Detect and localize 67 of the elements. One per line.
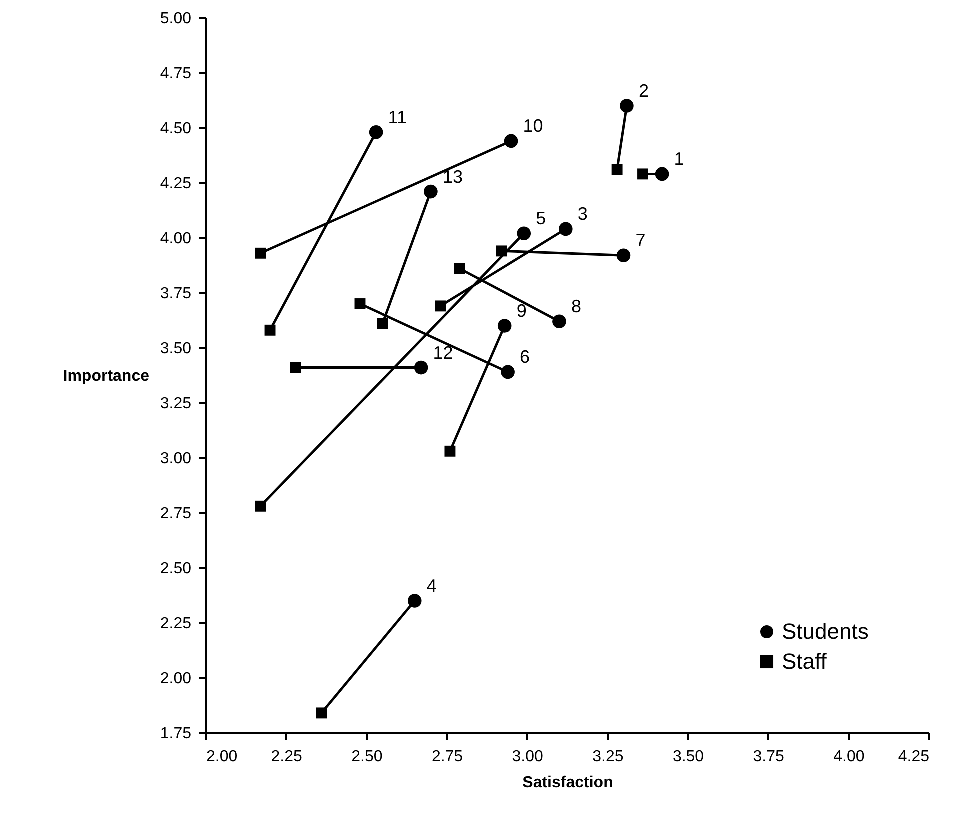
point: [414, 360, 428, 375]
point: [616, 248, 631, 262]
y-tick-label: 2.50: [160, 560, 192, 578]
point: [255, 500, 266, 512]
legend-label: Staff: [782, 649, 828, 674]
point: [290, 362, 302, 374]
y-tick-label: 4.00: [160, 230, 192, 248]
annotation: 2: [638, 81, 649, 101]
annotation: 7: [636, 230, 646, 251]
annotation: 13: [442, 166, 463, 187]
x-tick-label: 3.50: [672, 748, 704, 766]
point: [612, 164, 623, 176]
x-tick-label: 4.25: [898, 748, 930, 766]
x-tick-label: 2.25: [271, 748, 303, 766]
point: [504, 134, 518, 148]
annotation: 12: [433, 342, 454, 363]
y-tick-label: 4.50: [160, 120, 192, 138]
annotation: 8: [571, 296, 582, 317]
x-axis-title: Satisfaction: [522, 774, 614, 792]
y-tick-label: 5.00: [160, 10, 192, 28]
annotation: 9: [516, 301, 527, 321]
y-tick-label: 2.75: [160, 506, 192, 522]
x-tick-label: 3.75: [753, 748, 785, 766]
point: [377, 318, 388, 330]
annotation: 10: [523, 116, 544, 136]
point: [620, 99, 634, 113]
point: [444, 446, 456, 457]
point: [408, 594, 422, 608]
y-axis-title: Importance: [63, 368, 150, 385]
y-tick-label: 3.25: [160, 396, 192, 412]
point: [559, 222, 573, 236]
annotation: 5: [536, 208, 546, 229]
y-tick-label: 3.50: [160, 340, 192, 358]
point: [498, 319, 512, 333]
x-tick-label: 3.25: [592, 748, 624, 766]
annotation: 4: [426, 576, 437, 596]
y-tick-label: 3.00: [160, 450, 192, 468]
point: [454, 263, 466, 274]
x-tick-label: 4.00: [834, 748, 865, 766]
annotation: 1: [674, 149, 684, 170]
y-tick-label: 1.75: [160, 726, 192, 742]
point: [264, 324, 276, 336]
y-tick-label: 3.75: [160, 286, 192, 302]
point: [517, 226, 532, 240]
point: [638, 168, 648, 180]
x-tick-label: 2.75: [432, 748, 464, 766]
annotation: 3: [578, 204, 588, 224]
x-tick-label: 3.00: [512, 748, 544, 766]
y-tick-label: 4.75: [160, 66, 192, 82]
point: [354, 298, 366, 310]
annotation: 6: [520, 347, 530, 368]
x-tick-label: 2.00: [206, 748, 238, 766]
y-tick-label: 4.25: [160, 176, 192, 192]
point: [552, 314, 566, 328]
y-tick-label: 2.00: [160, 670, 192, 688]
x-tick-label: 2.50: [352, 748, 383, 766]
point: [496, 246, 508, 257]
point: [369, 126, 384, 140]
point: [501, 365, 515, 380]
annotation: 11: [388, 107, 407, 128]
point: [255, 248, 266, 259]
point: [435, 300, 446, 312]
point: [424, 184, 438, 199]
point: [316, 708, 328, 719]
legend-label: Students: [782, 619, 869, 644]
y-tick-label: 2.25: [160, 616, 192, 632]
point: [655, 167, 670, 182]
